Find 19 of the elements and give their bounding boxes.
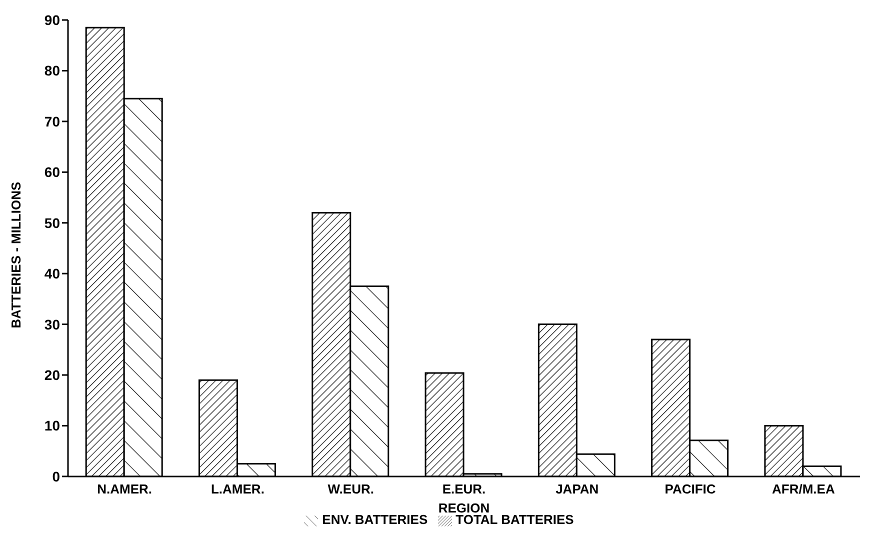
y-tick-label: 30 xyxy=(44,316,60,332)
x-tick-label: N.AMER. xyxy=(97,482,152,497)
x-tick-label: PACIFIC xyxy=(664,482,716,497)
y-tick-label: 60 xyxy=(44,164,60,180)
y-tick-label: 50 xyxy=(44,214,60,231)
y-tick-label: 90 xyxy=(44,12,60,28)
y-tick-label: 40 xyxy=(44,266,60,282)
y-tick-label: 70 xyxy=(44,113,60,130)
x-tick-label: W.EUR. xyxy=(328,482,374,497)
y-tick-label: 10 xyxy=(44,418,60,434)
x-tick-label: JAPAN xyxy=(556,482,599,497)
legend-label: ENV. BATTERIES xyxy=(322,512,428,528)
x-tick-label: AFR/M.EA xyxy=(772,482,836,497)
y-axis-title: BATTERIES - MILLIONS xyxy=(8,182,24,328)
y-tick-label: 20 xyxy=(44,366,60,383)
y-tick-label: 80 xyxy=(44,62,60,79)
y-tick-label: 0 xyxy=(52,468,60,484)
x-tick-label: L.AMER. xyxy=(210,482,264,497)
x-tick-label: E.EUR. xyxy=(442,482,486,497)
